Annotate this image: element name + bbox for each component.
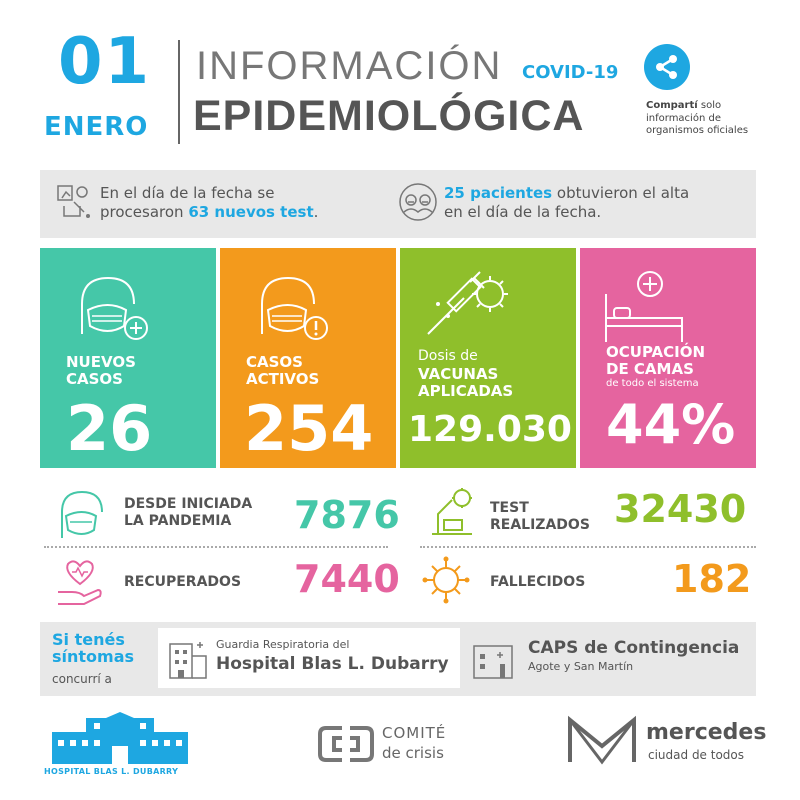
card-bed-occupancy-label: OCUPACIÓN DE CAMAS — [606, 343, 706, 378]
lab-test-icon — [57, 185, 90, 218]
stat-deaths-label: FALLECIDOS — [490, 574, 586, 590]
card-bed-occupancy: OCUPACIÓN DE CAMAS de todo el sistema 44% — [580, 248, 756, 468]
card-vaccines-small: Dosis de — [418, 348, 478, 364]
divider-right — [420, 546, 756, 548]
stat-pandemic-value: 7876 — [294, 493, 400, 537]
symptoms-bar: Si tenés síntomas concurrí a Guardia Resp… — [40, 622, 756, 696]
share-icon — [656, 55, 677, 79]
masked-person-plus-icon — [81, 276, 148, 340]
hospital-building-icon — [169, 642, 207, 679]
title-line2: EPIDEMIOLÓGICA — [193, 92, 585, 140]
tests-note: En el día de la fecha se procesaron 63 n… — [100, 184, 319, 221]
date-day: 01 — [58, 25, 152, 99]
virus-icon — [422, 556, 470, 604]
symptoms-title: Si tenés síntomas — [52, 630, 135, 666]
caps-name: CAPS de Contingencia — [528, 638, 740, 658]
card-active-cases: CASOS ACTIVOS 254 — [220, 248, 396, 468]
date-month: ENERO — [44, 112, 149, 142]
caps-building-icon — [473, 645, 513, 679]
comite-logo-icon — [318, 726, 374, 762]
masked-person-alert-icon — [261, 276, 328, 340]
card-bed-occupancy-value: 44% — [606, 393, 736, 456]
caps-address: Agote y San Martín — [528, 660, 634, 673]
card-vaccines: Dosis de VACUNAS APLICADAS 129.030 — [400, 248, 576, 468]
header-divider — [178, 40, 180, 144]
symptoms-sub: concurrí a — [52, 672, 112, 686]
comite-line1: COMITÉ — [382, 724, 447, 742]
discharged-patients-icon — [399, 183, 437, 221]
syringe-virus-icon — [427, 271, 508, 335]
stat-recovered-value: 7440 — [294, 557, 400, 601]
stat-tests-value: 32430 — [614, 487, 747, 531]
share-button[interactable] — [644, 44, 690, 90]
covid-tag: COVID-19 — [522, 62, 619, 83]
hospital-bed-icon — [605, 271, 683, 342]
card-new-cases-value: 26 — [66, 392, 153, 465]
card-bed-occupancy-small: de todo el sistema — [606, 378, 699, 389]
comite-line2: de crisis — [382, 744, 444, 762]
stat-pandemic-label: DESDE INICIADA LA PANDEMIA — [124, 496, 253, 529]
hospital-logo — [52, 712, 188, 764]
stat-deaths-value: 182 — [672, 557, 752, 601]
hospital-small: Guardia Respiratoria del — [216, 638, 350, 651]
share-note: Compartí solo información de organismos … — [646, 100, 749, 136]
mercedes-name: mercedes — [646, 720, 767, 745]
masked-person-icon — [61, 490, 103, 538]
divider-left — [44, 546, 388, 548]
hospital-logo-label: HOSPITAL BLAS L. DUBARRY — [44, 767, 179, 776]
card-vaccines-label: VACUNAS APLICADAS — [418, 365, 514, 400]
card-active-cases-label: CASOS ACTIVOS — [246, 353, 320, 388]
hospital-card: Guardia Respiratoria del Hospital Blas L… — [158, 628, 460, 688]
stat-recovered-label: RECUPERADOS — [124, 574, 242, 590]
mercedes-tagline: ciudad de todos — [648, 748, 745, 762]
hospital-name: Hospital Blas L. Dubarry — [216, 654, 449, 674]
mercedes-logo-icon — [568, 715, 636, 765]
lab-microscope-icon — [432, 488, 472, 535]
card-new-cases: NUEVOS CASOS 26 — [40, 248, 216, 468]
discharged-note: 25 pacientes obtuvieron el alta en el dí… — [444, 184, 690, 221]
card-vaccines-value: 129.030 — [408, 409, 572, 450]
heart-hand-icon — [58, 560, 102, 605]
stat-tests-label: TEST REALIZADOS — [490, 500, 590, 533]
title-line1: INFORMACIÓN — [196, 44, 503, 88]
card-new-cases-label: NUEVOS CASOS — [66, 353, 136, 388]
info-bar: En el día de la fecha se procesaron 63 n… — [40, 170, 756, 238]
card-active-cases-value: 254 — [244, 392, 374, 465]
